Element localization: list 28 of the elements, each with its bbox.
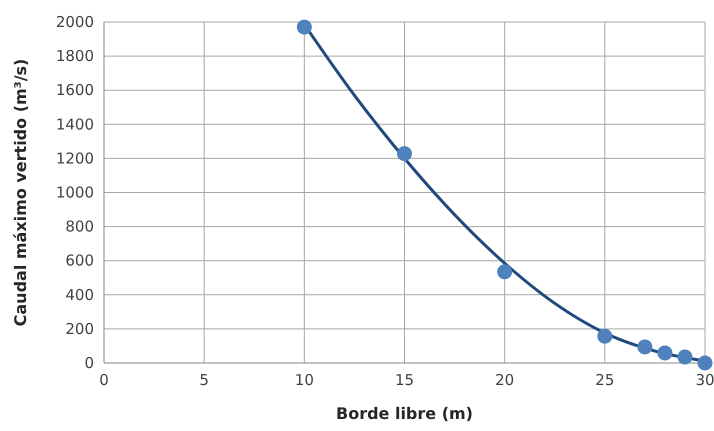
x-tick-label: 20: [495, 371, 514, 389]
point: [397, 146, 412, 162]
x-axis-title: Borde libre (m): [336, 404, 473, 423]
x-tick-label: 25: [595, 371, 614, 389]
point: [296, 20, 312, 35]
y-axis-title: Caudal máximo vertido (m³/s): [11, 58, 30, 326]
y-tick-label: 400: [65, 286, 94, 304]
point: [497, 264, 512, 280]
x-tick-label: 30: [695, 371, 714, 389]
y-tick-label: 2000: [56, 13, 94, 31]
y-tick-label: 1600: [56, 81, 94, 100]
y-tick-label: 1400: [56, 115, 94, 134]
point: [698, 356, 712, 370]
y-tick-label: 1000: [56, 184, 94, 202]
x-tick-label: 10: [294, 371, 314, 389]
x-tick-label: 15: [394, 371, 414, 389]
y-tick-label: 200: [65, 320, 94, 338]
point: [597, 328, 612, 344]
y-tick-label: 1200: [56, 149, 94, 168]
point: [657, 345, 672, 360]
y-tick-label: 0: [84, 354, 94, 372]
x-tick-label: 0: [99, 371, 109, 389]
x-tick-label: 5: [199, 371, 209, 389]
y-tick-label: 600: [65, 252, 94, 270]
y-tick-label: 1800: [56, 47, 94, 66]
point: [677, 350, 692, 365]
y-tick-label: 800: [65, 218, 94, 236]
point: [637, 339, 652, 354]
